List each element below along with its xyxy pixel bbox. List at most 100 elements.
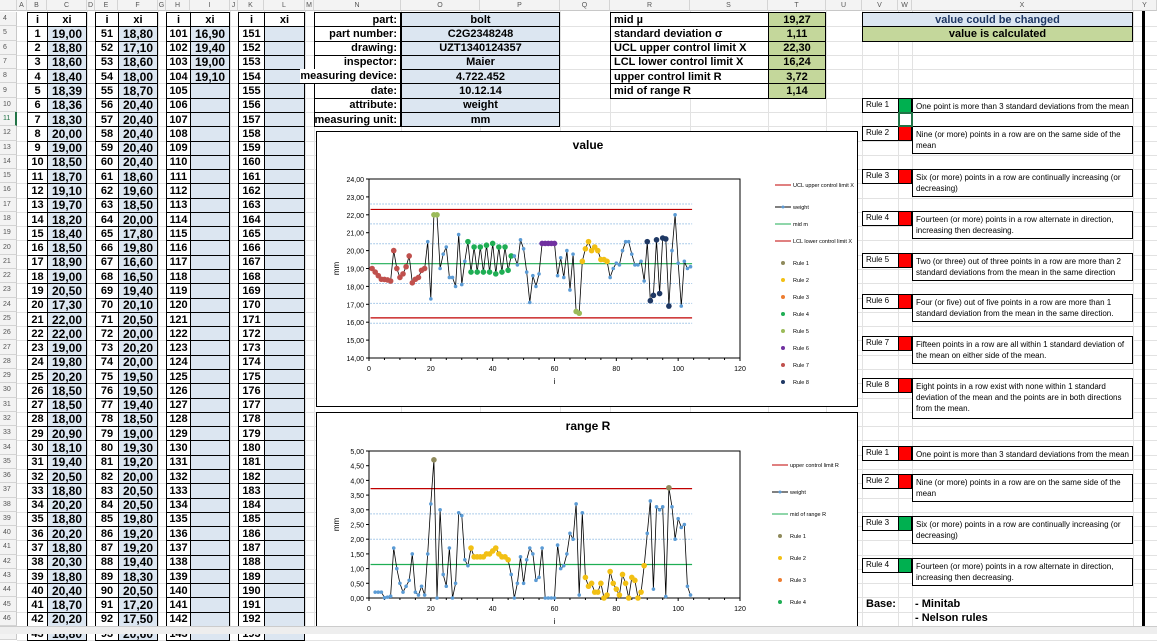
xi-input[interactable]: 19,10 (47, 183, 87, 199)
column-header-H[interactable]: H (166, 0, 190, 11)
xi-input[interactable] (190, 526, 230, 542)
row-header-30[interactable]: 30 (0, 383, 17, 398)
xi-input[interactable] (264, 40, 305, 56)
xi-input[interactable]: 19,50 (118, 369, 158, 385)
xi-input[interactable] (264, 326, 305, 342)
column-header-G[interactable]: G (158, 0, 166, 11)
xi-input[interactable]: 19,40 (190, 40, 230, 56)
xi-input[interactable]: 18,40 (47, 69, 87, 85)
info-value-input[interactable]: weight (401, 97, 560, 113)
xi-input[interactable] (190, 240, 230, 256)
xi-input[interactable] (264, 340, 305, 356)
xi-input[interactable] (264, 511, 305, 528)
xi-input[interactable]: 20,40 (118, 97, 158, 113)
xi-input[interactable] (190, 468, 230, 485)
xi-input[interactable]: 20,50 (47, 283, 87, 299)
row-header-29[interactable]: 29 (0, 369, 17, 384)
xi-input[interactable] (264, 269, 305, 285)
xi-input[interactable] (190, 483, 230, 499)
row-header-7[interactable]: 7 (0, 54, 17, 70)
xi-input[interactable] (264, 583, 305, 599)
column-header-B[interactable]: B (27, 0, 47, 11)
row-header-20[interactable]: 20 (0, 240, 17, 255)
xi-input[interactable] (190, 354, 230, 370)
xi-input[interactable] (190, 340, 230, 356)
xi-input[interactable]: 18,30 (118, 568, 158, 585)
xi-input[interactable]: 20,50 (118, 583, 158, 599)
xi-input[interactable]: 19,40 (118, 554, 158, 570)
xi-input[interactable] (264, 468, 305, 485)
column-header-U[interactable]: U (826, 0, 862, 11)
row-header-23[interactable]: 23 (0, 283, 17, 298)
xi-input[interactable] (190, 111, 230, 128)
xi-input[interactable] (190, 397, 230, 413)
xi-input[interactable]: 20,50 (118, 497, 158, 513)
info-value-input[interactable]: Maier (401, 54, 560, 71)
row-header-35[interactable]: 35 (0, 454, 17, 469)
xi-input[interactable]: 18,50 (47, 397, 87, 413)
xi-input[interactable]: 20,00 (118, 326, 158, 342)
xi-input[interactable]: 18,50 (118, 197, 158, 213)
xi-input[interactable]: 18,70 (118, 83, 158, 99)
row-header-32[interactable]: 32 (0, 411, 17, 427)
xi-input[interactable]: 16,50 (118, 269, 158, 285)
xi-input[interactable]: 18,80 (47, 40, 87, 56)
row-header-8[interactable]: 8 (0, 69, 17, 84)
xi-input[interactable]: 20,40 (118, 111, 158, 128)
xi-input[interactable]: 20,10 (118, 297, 158, 313)
row-header-22[interactable]: 22 (0, 269, 17, 284)
column-header-J[interactable]: J (230, 0, 238, 11)
row-header-44[interactable]: 44 (0, 583, 17, 598)
xi-input[interactable]: 16,60 (118, 254, 158, 271)
xi-input[interactable]: 18,50 (47, 240, 87, 256)
xi-input[interactable]: 20,40 (118, 154, 158, 171)
xi-input[interactable]: 18,60 (47, 54, 87, 71)
xi-input[interactable]: 17,50 (118, 611, 158, 628)
xi-input[interactable] (190, 383, 230, 399)
xi-input[interactable]: 19,00 (47, 269, 87, 285)
xi-input[interactable]: 20,40 (118, 140, 158, 156)
row-header-6[interactable]: 6 (0, 40, 17, 55)
xi-input[interactable] (190, 211, 230, 228)
xi-input[interactable]: 17,20 (118, 597, 158, 613)
xi-input[interactable] (264, 169, 305, 185)
xi-input[interactable]: 19,40 (47, 454, 87, 470)
xi-input[interactable] (264, 568, 305, 585)
xi-input[interactable] (264, 483, 305, 499)
xi-input[interactable]: 18,70 (47, 169, 87, 185)
xi-input[interactable]: 20,50 (47, 468, 87, 485)
xi-input[interactable]: 22,00 (47, 326, 87, 342)
info-value-input[interactable]: bolt (401, 12, 560, 28)
xi-input[interactable]: 19,00 (190, 54, 230, 71)
column-header-I[interactable]: I (190, 0, 230, 11)
xi-input[interactable] (264, 497, 305, 513)
xi-input[interactable]: 18,80 (47, 540, 87, 556)
xi-input[interactable]: 19,40 (118, 397, 158, 413)
row-header-26[interactable]: 26 (0, 326, 17, 341)
column-header-N[interactable]: N (314, 0, 401, 11)
xi-input[interactable] (190, 183, 230, 199)
column-header-T[interactable]: T (768, 0, 826, 11)
xi-input[interactable] (190, 568, 230, 585)
xi-input[interactable] (190, 554, 230, 570)
xi-input[interactable] (264, 454, 305, 470)
xi-input[interactable]: 19,50 (118, 383, 158, 399)
xi-input[interactable]: 20,20 (118, 340, 158, 356)
xi-input[interactable] (190, 297, 230, 313)
xi-input[interactable]: 20,90 (47, 426, 87, 442)
xi-input[interactable]: 19,80 (118, 240, 158, 256)
row-header-27[interactable]: 27 (0, 340, 17, 355)
xi-input[interactable]: 19,20 (118, 526, 158, 542)
column-header-E[interactable]: E (95, 0, 118, 11)
xi-input[interactable]: 19,40 (118, 283, 158, 299)
xi-input[interactable]: 19,80 (118, 511, 158, 528)
xi-input[interactable]: 18,10 (47, 440, 87, 456)
xi-input[interactable] (190, 254, 230, 271)
xi-input[interactable] (264, 240, 305, 256)
xi-input[interactable] (190, 411, 230, 428)
active-cell-W11[interactable] (898, 111, 913, 128)
xi-input[interactable] (264, 211, 305, 228)
row-header-14[interactable]: 14 (0, 154, 17, 170)
xi-input[interactable]: 18,40 (47, 226, 87, 242)
xi-input[interactable] (264, 311, 305, 328)
